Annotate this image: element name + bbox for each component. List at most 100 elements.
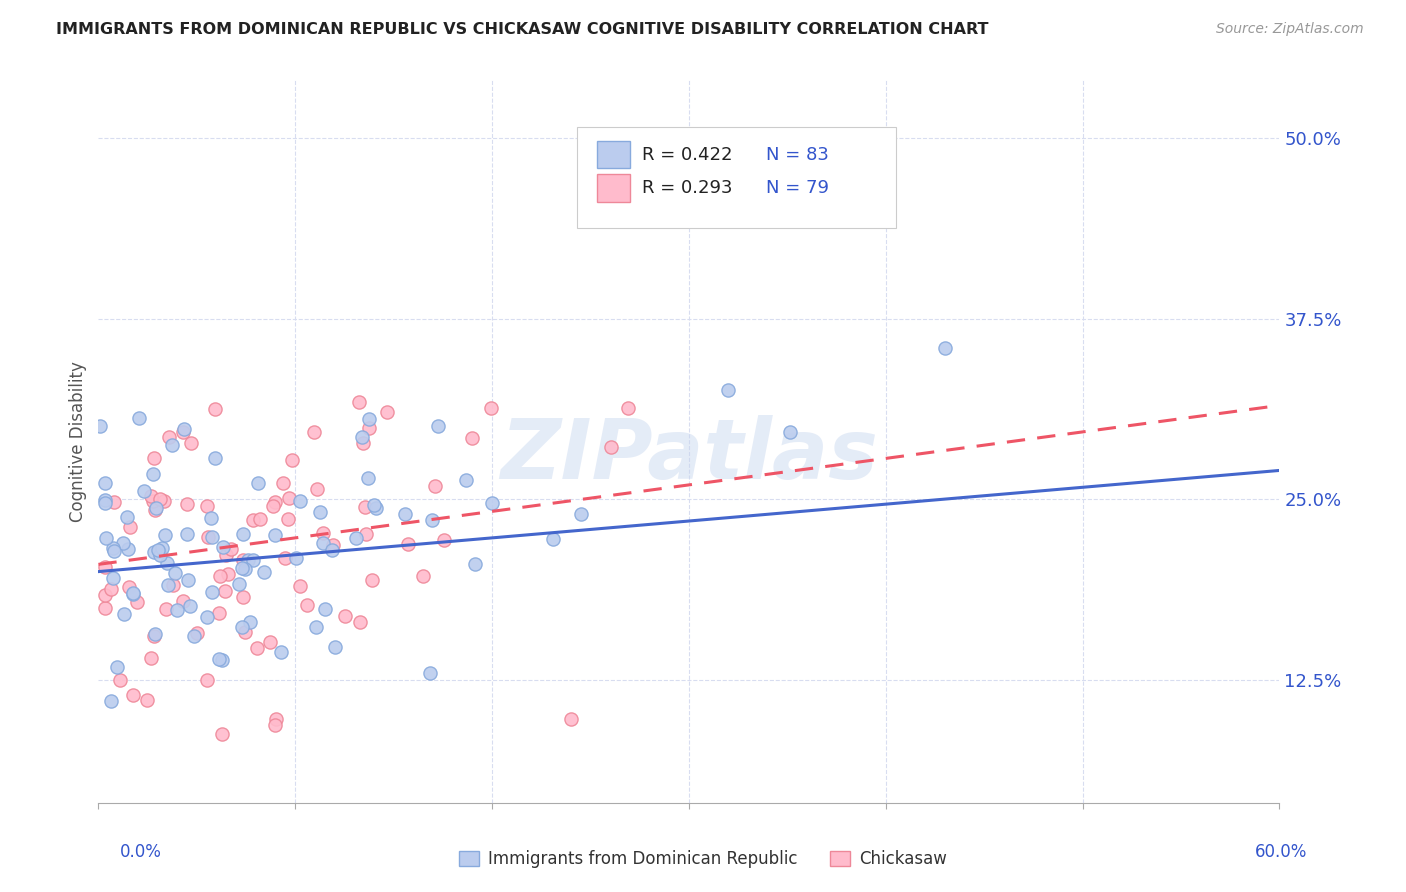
Point (117, 580, 139, 594)
Y-axis label: Cognitive Disability: Cognitive Disability (69, 361, 87, 522)
Point (231, 620, 253, 634)
Point (233, 562, 256, 576)
Point (779, 425, 801, 439)
Point (464, 557, 486, 571)
Point (835, 196, 858, 211)
Point (112, 607, 135, 621)
Point (214, 584, 236, 599)
Point (236, 553, 259, 567)
Point (156, 578, 179, 592)
Point (143, 503, 166, 517)
Point (149, 548, 172, 562)
Point (93, 476, 115, 491)
Point (94, 496, 117, 510)
Point (461, 430, 484, 444)
Point (232, 552, 254, 566)
Point (101, 571, 124, 585)
Point (142, 545, 165, 559)
Point (264, 528, 287, 542)
Point (156, 557, 179, 571)
Point (270, 645, 292, 659)
Point (232, 591, 254, 605)
Point (246, 476, 269, 491)
Point (242, 513, 264, 527)
Point (934, 341, 956, 355)
Point (94, 493, 117, 508)
Point (359, 412, 381, 426)
Point (412, 568, 434, 582)
Point (125, 595, 148, 609)
Point (278, 491, 301, 505)
Point (259, 635, 281, 649)
Point (569, 507, 592, 521)
Point (426, 418, 449, 433)
Point (277, 512, 299, 526)
Point (128, 411, 150, 425)
Point (177, 574, 200, 588)
Point (153, 494, 176, 508)
Point (246, 640, 269, 655)
Text: N = 79: N = 79 (766, 179, 828, 197)
Point (197, 500, 219, 514)
Point (314, 602, 336, 616)
Point (302, 425, 325, 440)
Point (176, 527, 198, 541)
Point (228, 576, 250, 591)
Point (305, 619, 328, 633)
Point (264, 495, 287, 509)
Point (179, 599, 201, 613)
Point (117, 542, 139, 557)
Point (103, 541, 125, 556)
Point (599, 441, 621, 455)
Point (200, 511, 222, 525)
Point (145, 500, 167, 515)
Point (239, 615, 262, 629)
Point (207, 606, 229, 620)
Point (211, 727, 233, 741)
Point (111, 536, 134, 550)
Point (122, 586, 145, 600)
Point (215, 548, 238, 562)
Legend: Immigrants from Dominican Republic, Chickasaw: Immigrants from Dominican Republic, Chic… (453, 844, 953, 875)
Point (157, 430, 180, 444)
Text: N = 83: N = 83 (766, 145, 828, 164)
Text: 60.0%: 60.0% (1256, 843, 1308, 861)
Point (288, 493, 311, 508)
Point (166, 603, 188, 617)
FancyBboxPatch shape (596, 141, 630, 169)
Point (186, 626, 208, 640)
Point (115, 509, 138, 524)
Point (195, 609, 218, 624)
Point (195, 673, 218, 687)
Point (150, 541, 173, 556)
Point (344, 531, 367, 545)
Point (271, 475, 294, 490)
Point (419, 665, 441, 680)
Point (142, 467, 165, 482)
Point (262, 499, 284, 513)
Point (352, 436, 374, 450)
Point (208, 652, 231, 666)
Point (359, 421, 381, 435)
Point (617, 401, 640, 416)
FancyBboxPatch shape (596, 174, 630, 202)
Point (173, 422, 195, 436)
Point (420, 512, 443, 526)
Point (155, 528, 177, 542)
Text: R = 0.293: R = 0.293 (641, 179, 733, 197)
Point (163, 566, 186, 581)
Point (100, 582, 122, 596)
Point (233, 624, 256, 639)
Point (433, 533, 456, 547)
Point (217, 567, 239, 582)
Text: IMMIGRANTS FROM DOMINICAN REPUBLIC VS CHICKASAW COGNITIVE DISABILITY CORRELATION: IMMIGRANTS FROM DOMINICAN REPUBLIC VS CH… (56, 22, 988, 37)
Point (135, 693, 157, 707)
Point (94, 532, 117, 546)
Point (360, 573, 382, 587)
FancyBboxPatch shape (576, 128, 896, 228)
Text: R = 0.422: R = 0.422 (641, 145, 733, 164)
Point (249, 512, 271, 526)
Point (375, 405, 398, 419)
Point (162, 577, 184, 591)
Text: ZIPatlas: ZIPatlas (501, 416, 877, 497)
